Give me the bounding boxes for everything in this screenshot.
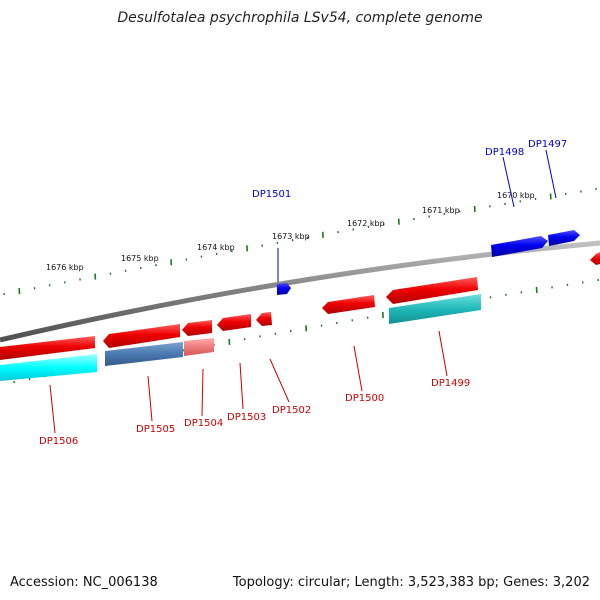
topology-label: Topology: circular; Length: 3,523,383 bp… — [232, 575, 590, 590]
gene-DP1503[interactable] — [217, 314, 251, 331]
gene-DP1502[interactable] — [256, 312, 272, 326]
label-leaders — [49, 149, 557, 434]
kbp-label: 1671 kbp — [422, 206, 460, 215]
gene-label[interactable]: DP1497 — [528, 139, 567, 150]
tick-row-lower — [13, 278, 599, 384]
gene-DP1497[interactable] — [548, 230, 580, 246]
gene-label[interactable]: DP1504 — [184, 418, 223, 429]
gene-DP1499[interactable] — [386, 277, 478, 304]
kbp-label: 1672 kbp — [347, 219, 385, 228]
gene-label[interactable]: DP1501 — [252, 189, 291, 200]
expression-bar — [389, 294, 481, 324]
gene-label[interactable]: DP1503 — [227, 412, 266, 423]
gene-DP1500[interactable] — [322, 295, 375, 314]
expression-bar — [105, 342, 183, 366]
forward-strand-genes — [277, 230, 600, 295]
gene-partial-right[interactable] — [590, 252, 600, 265]
kbp-label: 1673 kbp — [272, 232, 310, 241]
genome-backbone — [0, 240, 600, 343]
gene-label[interactable]: DP1505 — [136, 424, 175, 435]
expression-bar — [0, 354, 97, 381]
tick-row-upper — [3, 187, 597, 296]
accession-label: Accession: NC_006138 — [10, 575, 158, 590]
reverse-strand-genes — [0, 277, 478, 360]
gene-DP1505[interactable] — [103, 324, 180, 348]
kbp-label: 1675 kbp — [121, 254, 159, 263]
gene-label[interactable]: DP1506 — [39, 436, 78, 447]
kbp-scale: 1676 kbp 1675 kbp 1674 kbp 1673 kbp 1672… — [46, 191, 535, 272]
map-title: Desulfotalea psychrophila LSv54, complet… — [117, 10, 483, 26]
gene-label[interactable]: DP1499 — [431, 378, 470, 389]
kbp-label: 1670 kbp — [497, 191, 535, 200]
gene-DP1498[interactable] — [491, 236, 548, 257]
expression-row — [0, 294, 481, 381]
gene-label[interactable]: DP1498 — [485, 147, 524, 158]
gene-labels: DP1501 DP1498 DP1497 DP1506 DP1505 DP150… — [39, 139, 567, 447]
gene-DP1506[interactable] — [0, 336, 95, 360]
gene-DP1504[interactable] — [182, 320, 212, 336]
gene-label[interactable]: DP1500 — [345, 393, 384, 404]
gene-label[interactable]: DP1502 — [272, 405, 311, 416]
kbp-label: 1674 kbp — [197, 243, 235, 252]
expression-bar — [184, 338, 214, 356]
kbp-label: 1676 kbp — [46, 263, 84, 272]
gene-DP1501[interactable] — [277, 283, 291, 295]
